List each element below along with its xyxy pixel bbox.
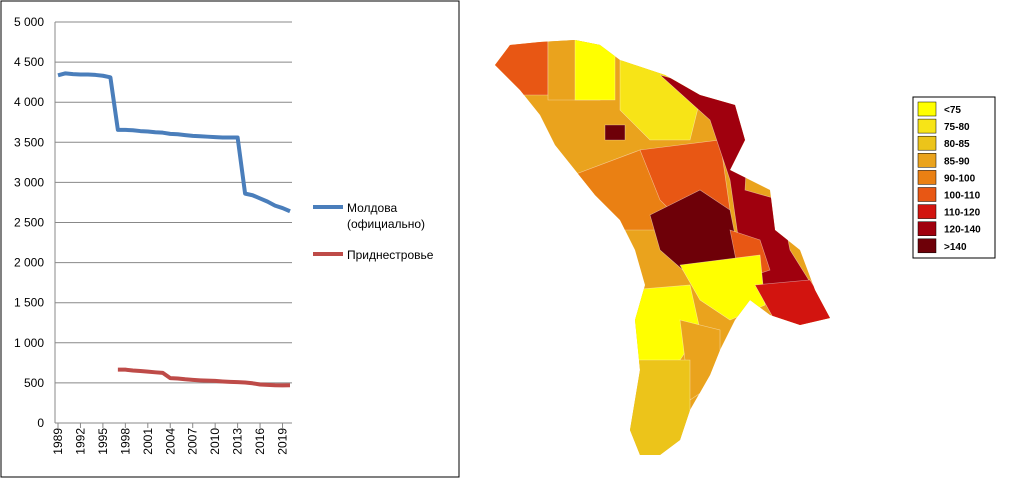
y-tick-label: 4 000	[14, 95, 44, 109]
legend-label: Приднестровье	[347, 248, 434, 262]
map-region	[495, 40, 549, 96]
y-tick-label: 2 000	[14, 256, 44, 270]
y-tick-label: 3 500	[14, 135, 44, 149]
legend-label: 80-85	[944, 139, 970, 150]
map-region	[574, 40, 616, 101]
legend-swatch	[917, 135, 937, 151]
x-tick-label: 2019	[276, 428, 290, 455]
x-tick-label: 1998	[118, 428, 132, 455]
x-tick-label: 1989	[51, 428, 65, 455]
legend-label: 90-100	[944, 173, 976, 184]
legend-swatch	[917, 101, 937, 117]
y-tick-label: 2 500	[14, 216, 44, 230]
y-tick-label: 0	[37, 416, 44, 430]
legend-swatch	[917, 118, 937, 134]
x-tick-label: 2007	[186, 428, 200, 455]
y-tick-label: 3 000	[14, 175, 44, 189]
y-tick-label: 4 500	[14, 55, 44, 69]
x-tick-label: 2004	[163, 428, 177, 455]
series-line	[57, 71, 291, 214]
legend-label: 110-120	[944, 208, 981, 219]
y-tick-label: 500	[24, 376, 44, 390]
legend-label: Молдова (официально)	[347, 201, 426, 231]
legend-label: 85-90	[944, 156, 970, 167]
legend-label: >140	[944, 242, 967, 253]
map	[495, 40, 830, 455]
map-region	[754, 279, 830, 331]
x-tick-label: 2010	[208, 428, 222, 455]
legend-label: 75-80	[944, 122, 970, 133]
x-tick-label: 2016	[253, 428, 267, 455]
legend-swatch	[917, 187, 937, 202]
y-tick-label: 5 000	[14, 15, 44, 29]
legend-swatch	[917, 238, 937, 254]
chart-frame	[0, 0, 460, 478]
map-region	[604, 124, 626, 141]
legend-label: 100-110	[944, 191, 981, 202]
legend-swatch	[917, 170, 937, 185]
legend-label: 120-140	[944, 225, 981, 236]
y-tick-label: 1 500	[14, 296, 44, 310]
x-tick-label: 2001	[141, 428, 155, 455]
x-tick-label: 2013	[231, 428, 245, 455]
legend-swatch	[917, 221, 937, 236]
legend-swatch	[917, 204, 937, 219]
x-tick-label: 1992	[73, 428, 87, 455]
legend-swatch	[917, 153, 937, 168]
y-tick-label: 1 000	[14, 336, 44, 350]
legend-label: <75	[944, 105, 961, 116]
x-tick-label: 1995	[96, 428, 110, 455]
series-line	[117, 367, 291, 388]
map-region	[624, 359, 691, 455]
